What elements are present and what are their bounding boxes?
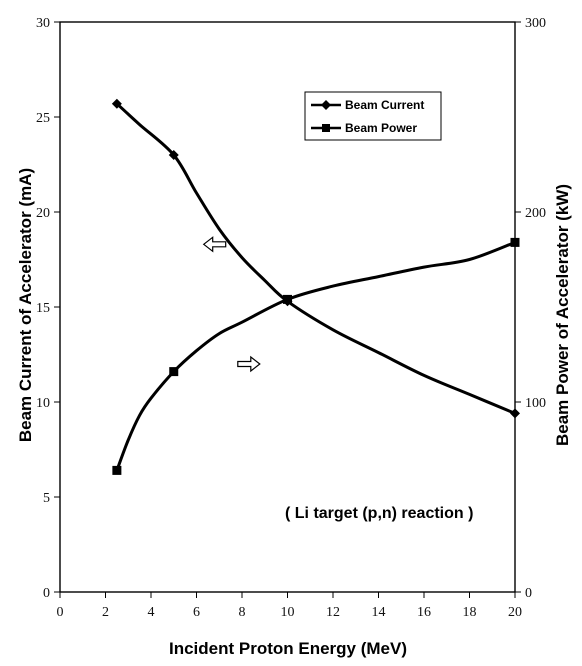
axis-indicator-arrow-right	[237, 355, 261, 373]
legend-marker-beam-power	[322, 124, 330, 132]
legend-label-beam-power: Beam Power	[345, 121, 417, 135]
axis-indicator-arrow-left	[202, 236, 227, 253]
data-point-beam-current	[111, 98, 122, 109]
x-tick-label: 4	[148, 605, 155, 620]
legend: Beam Current Beam Power	[304, 91, 442, 141]
y-axis-label-right: Beam Power of Accelerator (kW)	[553, 184, 572, 446]
x-tick-label: 10	[281, 605, 295, 620]
data-point-beam-current	[510, 408, 520, 419]
y-axis-label-left: Beam Current of Accelerator (mA)	[16, 168, 35, 442]
data-point-beam-power	[169, 367, 179, 377]
x-tick-label: 8	[239, 605, 246, 620]
y-left-tick-label: 10	[36, 396, 50, 411]
y-right-tick-label: 300	[525, 16, 546, 31]
series-line-beam-power	[115, 240, 517, 472]
y-left-tick-label: 30	[36, 16, 50, 31]
chart-annotation: ( Li target (p,n) reaction )	[285, 505, 473, 522]
data-point-beam-power	[283, 294, 292, 304]
arrows-layer	[202, 236, 261, 373]
y-right-tick-label: 100	[525, 396, 546, 411]
series-layer	[111, 98, 520, 475]
x-tick-label: 18	[463, 605, 477, 620]
data-point-beam-current	[168, 150, 179, 160]
y-right-tick-label: 200	[525, 206, 546, 221]
y-left-tick-label: 25	[36, 111, 50, 126]
x-tick-label: 6	[193, 605, 200, 620]
legend-label-beam-current: Beam Current	[345, 98, 424, 112]
x-tick-label: 2	[102, 605, 109, 620]
x-axis-label: Incident Proton Energy (MeV)	[169, 639, 407, 658]
data-point-beam-power	[112, 465, 122, 475]
x-tick-label: 20	[508, 605, 522, 620]
y-left-tick-label: 20	[36, 206, 50, 221]
y-left-tick-label: 15	[36, 301, 50, 316]
y-right-tick-label: 0	[525, 586, 532, 601]
x-tick-label: 14	[372, 605, 386, 620]
y-left-tick-label: 5	[43, 491, 50, 506]
x-tick-label: 16	[417, 605, 431, 620]
x-tick-label: 12	[326, 605, 340, 620]
legend-marker-beam-current	[321, 100, 331, 110]
data-point-beam-power	[510, 237, 520, 247]
y-left-tick-label: 0	[43, 586, 50, 601]
x-tick-label: 0	[57, 605, 64, 620]
